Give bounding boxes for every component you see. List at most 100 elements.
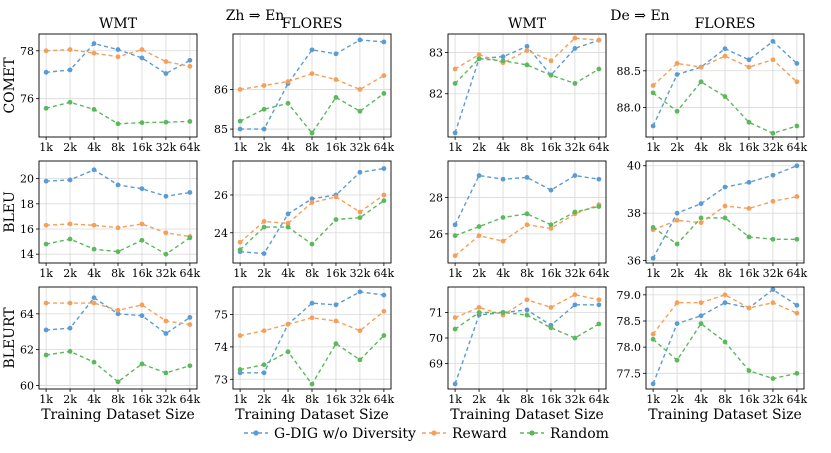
- panel-bleu-3-ytick-label: 26: [429, 228, 443, 241]
- legend-label-reward: Reward: [452, 426, 507, 442]
- panel-bleu-4-point-random: [770, 236, 776, 242]
- panel-bleurt-4-xlabel: Training Dataset Size: [648, 407, 802, 423]
- legend-marker-random: [529, 430, 535, 436]
- panel-comet-2-ytick-label: 86: [214, 83, 228, 96]
- panel-bleu-4-point-gdig: [770, 172, 776, 178]
- panel-bleurt-3-point-random: [596, 321, 602, 327]
- panel-bleu-3-xtick-label: 64k: [589, 267, 610, 280]
- panel-comet-4-point-reward: [746, 64, 752, 70]
- panel-bleu-2-point-random: [333, 217, 339, 222]
- panel-bleu-1-point-random: [115, 249, 121, 255]
- panel-comet-2-xtick-label: 16k: [326, 141, 347, 154]
- panel-bleurt-4: 1k 2k 4k 8k 16k 32k 64k 77.5 78.0 78.5 79.0 Trainin…: [617, 286, 808, 423]
- panel-bleurt-3-point-random: [476, 310, 482, 315]
- panel-bleurt-4-xtick-label: 16k: [739, 393, 760, 406]
- panel-bleurt-1-point-gdig: [67, 325, 73, 331]
- panel-bleurt-3-ytick-label: 70: [429, 332, 443, 345]
- panel-bleurt-1-xtick-label: 4k: [87, 393, 101, 406]
- panel-bleu-4-point-reward: [770, 198, 776, 204]
- panel-bleurt-1-point-reward: [115, 307, 121, 313]
- panel-comet-2-xtick-label: 8k: [305, 141, 319, 154]
- panel-bleu-2-xtick-label: 1k: [233, 267, 247, 280]
- panel-comet-2-point-random: [309, 130, 315, 136]
- panel-bleu-4-xtick-label: 16k: [739, 267, 760, 280]
- panel-bleurt-2-point-random: [381, 333, 387, 338]
- panel-bleu-4-point-random: [746, 234, 752, 240]
- panel-comet-2-point-gdig: [261, 126, 267, 132]
- panel-bleu-1-xtick-label: 2k: [63, 267, 77, 280]
- panel-bleu-1-point-random: [67, 236, 73, 242]
- panel-comet-1-point-reward: [187, 63, 193, 69]
- panel-comet-1-point-gdig: [139, 55, 145, 61]
- legend-item-random[interactable]: Random: [520, 426, 609, 442]
- panel-comet-4-point-gdig: [746, 57, 752, 63]
- panel-bleu-3-xtick-label: 4k: [496, 267, 510, 280]
- panel-comet-4-title: FLORES: [695, 16, 756, 32]
- panel-bleurt-2-point-reward: [381, 308, 387, 314]
- panel-bleurt-4-ytick-label: 77.5: [617, 367, 642, 380]
- panel-bleurt-3-xtick-label: 2k: [472, 393, 486, 406]
- panel-comet-2-point-gdig: [357, 37, 363, 43]
- legend-marker-gdig: [253, 430, 259, 436]
- panel-comet-3-point-gdig: [524, 43, 530, 49]
- panel-comet-3-point-random: [500, 58, 506, 64]
- panel-bleu-3: 1k 2k 4k 8k 16k 32k 64k 26 28: [429, 160, 610, 280]
- panel-bleurt-4-point-gdig: [770, 287, 776, 293]
- panel-bleu-2-point-reward: [333, 194, 339, 200]
- panel-comet-4-xtick-label: 2k: [670, 141, 684, 154]
- panel-comet-4-point-reward: [794, 79, 800, 85]
- panel-bleu-4-point-random: [650, 225, 656, 230]
- panel-bleu-4-point-gdig: [650, 255, 656, 261]
- panel-bleu-3-point-random: [476, 224, 482, 229]
- panel-bleu-1-ytick-label: 20: [20, 173, 34, 186]
- panel-bleurt-3-point-random: [524, 312, 530, 318]
- panel-bleu-3-point-gdig: [524, 174, 530, 180]
- panel-comet-4-point-gdig: [722, 46, 728, 52]
- panel-comet-4-point-gdig: [650, 123, 656, 129]
- panel-comet-3: 1k 2k 4k 8k 16k 32k 64k 82 83 WMT: [429, 16, 610, 154]
- panel-bleu-1-point-gdig: [67, 177, 73, 183]
- panel-comet-3-point-random: [452, 81, 458, 86]
- legend-label-gdig: G-DIG w/o Diversity: [274, 426, 416, 442]
- panel-bleu-4-point-reward: [674, 217, 680, 223]
- panel-comet-4-point-gdig: [770, 38, 776, 44]
- panel-comet-1: 1k 2k 4k 8k 16k 32k 64k 76 78 WMT COMET: [2, 16, 201, 154]
- panel-bleu-1-point-reward: [43, 222, 49, 228]
- panel-bleurt-1-point-gdig: [43, 327, 49, 333]
- panel-bleurt-1-point-random: [43, 352, 49, 358]
- panel-comet-1-point-gdig: [163, 71, 169, 76]
- legend-item-reward[interactable]: Reward: [422, 426, 507, 442]
- panel-bleurt-3-xtick-label: 32k: [565, 393, 586, 406]
- panel-bleu-1-point-gdig: [139, 186, 145, 192]
- panel-comet-4-point-reward: [698, 64, 704, 70]
- legend-item-gdig[interactable]: G-DIG w/o Diversity: [244, 426, 416, 442]
- panel-bleurt-4-xtick-label: 64k: [787, 393, 808, 406]
- panel-bleurt-1-point-reward: [67, 300, 73, 306]
- panel-bleurt-4-point-gdig: [650, 381, 656, 387]
- panel-bleurt-4-xtick-label: 4k: [694, 393, 708, 406]
- panel-bleurt-1-ytick-label: 64: [20, 308, 34, 321]
- panel-comet-1-point-reward: [139, 47, 145, 52]
- panel-bleurt-3-xtick-label: 8k: [520, 393, 534, 406]
- panel-bleu-3-xtick-label: 32k: [565, 267, 586, 280]
- panel-comet-1-point-gdig: [43, 69, 49, 75]
- panel-bleurt-2: 1k 2k 4k 8k 16k 32k 64k 73 74 75 Training Dataset …: [214, 286, 395, 423]
- panel-bleurt-4-xtick-label: 1k: [646, 393, 660, 406]
- panel-comet-4-ytick-label: 88.5: [617, 65, 642, 78]
- panel-comet-3-xtick-label: 4k: [496, 141, 510, 154]
- panel-comet-3-point-random: [596, 66, 602, 72]
- panel-bleu-3-point-random: [500, 215, 506, 220]
- panel-bleu-1-point-reward: [67, 221, 73, 227]
- panel-bleurt-1-xtick-label: 64k: [180, 393, 201, 406]
- panel-bleu-1-xtick-label: 4k: [87, 267, 101, 280]
- panel-comet-4-point-gdig: [674, 72, 680, 77]
- panel-comet-1-point-reward: [163, 59, 169, 64]
- panel-comet-4-point-random: [794, 123, 800, 129]
- panel-bleurt-1-xtick-label: 16k: [132, 393, 153, 406]
- panel-bleurt-1-xtick-label: 8k: [111, 393, 125, 406]
- panel-comet-1-point-reward: [67, 47, 73, 52]
- panel-comet-2-point-reward: [357, 87, 363, 92]
- panel-bleu-2-point-random: [381, 198, 387, 204]
